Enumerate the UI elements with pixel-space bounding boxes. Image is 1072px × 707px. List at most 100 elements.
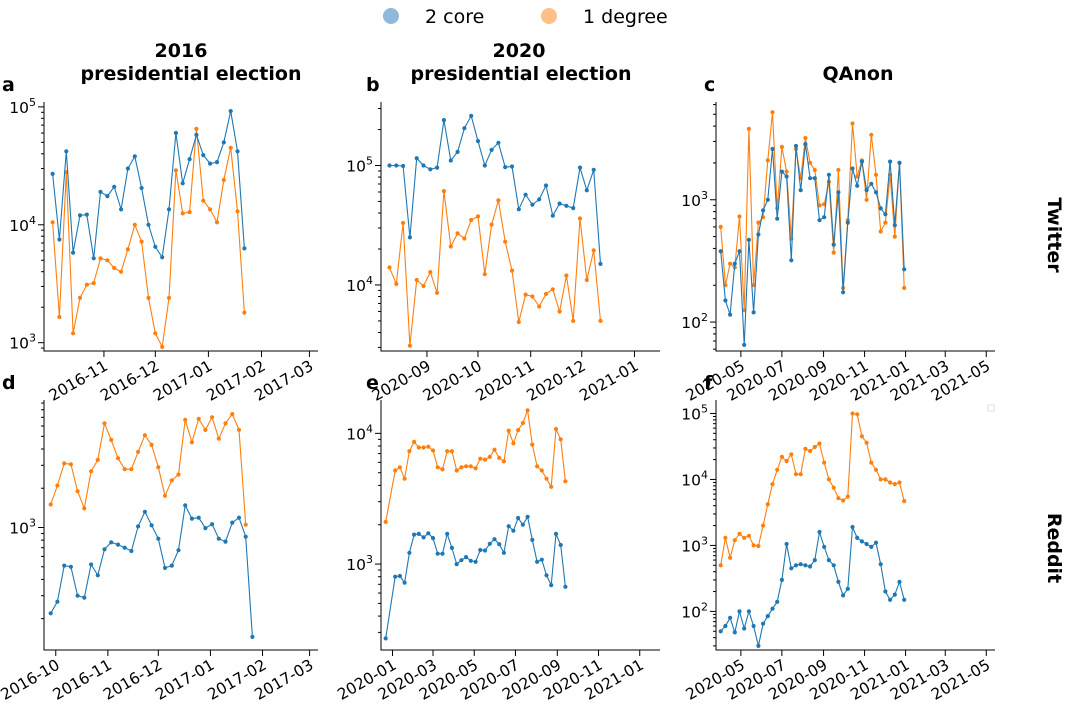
data-point-1-degree [448,244,453,249]
data-point-2-core [557,201,562,206]
data-point-2-core [139,185,144,191]
data-point-2-core [149,523,154,528]
data-point-2-core [482,163,487,168]
data-point-2-core [516,207,521,212]
data-point-1-degree [751,543,756,548]
data-point-1-degree [169,478,174,483]
data-point-2-core [864,188,869,193]
y-tick-label: 105 [9,96,36,117]
data-point-2-core [496,140,501,145]
data-point-2-core [187,157,192,162]
panel-letter-b: b [366,74,380,96]
data-point-1-degree [421,445,426,450]
data-point-1-degree [784,459,789,464]
y-tick-label: 104 [346,422,373,443]
data-point-1-degree [455,231,460,236]
panel-letter-f: f [704,372,713,394]
data-point-1-degree [243,522,248,527]
data-point-1-degree [401,220,406,226]
data-point-1-degree [878,229,883,234]
data-point-1-degree [122,467,127,472]
data-point-1-degree [836,496,841,501]
column-title-2020-line1: 2020 [493,40,546,62]
data-point-1-degree [132,222,137,227]
data-point-2-core [732,261,737,266]
data-point-2-core [445,531,450,537]
data-point-2-core [756,232,761,237]
data-point-1-degree [173,168,178,173]
data-point-2-core [196,515,201,520]
data-point-1-degree [746,126,752,131]
data-point-2-core [221,140,226,145]
data-point-2-core [430,536,436,541]
data-point-2-core [878,206,883,211]
data-point-2-core [746,237,752,242]
data-point-1-degree [803,135,808,141]
data-point-1-degree [397,465,402,470]
data-point-2-core [798,562,803,567]
data-point-2-core [112,184,117,189]
data-point-2-core [873,540,879,545]
panel-e: e1031042020-012020-032020-052020-072020-… [334,372,660,704]
data-point-1-degree [136,449,141,454]
data-point-2-core [543,183,549,188]
data-point-2-core [189,516,194,521]
data-point-2-core [119,207,124,212]
axes-spines-f [715,400,995,651]
data-point-1-degree [166,295,172,300]
data-point-1-degree [426,444,431,449]
data-point-2-core [591,167,596,172]
data-point-2-core [478,547,483,553]
data-point-1-degree [883,477,888,482]
data-point-2-core [530,537,535,543]
data-point-1-degree [902,499,907,504]
data-point-2-core [511,528,516,533]
data-point-1-degree [897,480,902,485]
data-point-1-degree [732,538,737,543]
data-point-2-core [598,261,603,266]
data-point-2-core [55,599,60,604]
data-point-1-degree [414,277,419,283]
data-point-1-degree [189,440,194,445]
data-point-1-degree [496,198,501,203]
data-point-2-core [506,524,511,529]
data-point-1-degree [478,456,483,461]
data-point-1-degree [125,247,130,252]
data-point-1-degree [765,158,770,163]
y-tick-label: 104 [681,468,708,489]
data-point-2-core [115,542,121,547]
data-point-1-degree [489,222,494,227]
data-point-2-core [537,197,542,202]
data-point-1-degree [718,563,723,568]
data-point-1-degree [869,460,874,465]
data-point-2-core [723,298,728,303]
column-titles: 2016 presidential election 2020 presiden… [81,40,894,85]
data-point-2-core [892,592,897,597]
data-point-1-degree [445,449,450,454]
data-point-1-degree [156,465,161,470]
data-point-1-degree [102,421,107,426]
data-point-2-core [50,171,55,176]
series-line-2-core-c [720,144,905,345]
data-point-1-degree [501,459,506,464]
data-point-2-core [742,626,747,631]
data-point-2-core [831,242,836,247]
data-point-1-degree [770,110,775,115]
x-tick-label: 2016-12 [97,357,162,405]
data-point-2-core [64,149,69,154]
legend-marker-1-degree [541,8,557,24]
data-point-2-core [855,535,860,541]
data-point-1-degree [82,506,87,511]
data-point-1-degree [775,467,780,472]
data-point-2-core [77,213,83,218]
data-point-2-core [784,174,789,179]
data-point-2-core [440,551,445,556]
data-point-1-degree [831,250,836,255]
data-point-2-core [803,563,808,568]
data-point-1-degree [115,456,121,461]
y-tick-label: 103 [9,517,36,538]
data-point-2-core [888,159,893,164]
data-point-2-core [421,163,426,168]
data-point-1-degree [407,343,412,348]
data-point-2-core [836,579,841,585]
